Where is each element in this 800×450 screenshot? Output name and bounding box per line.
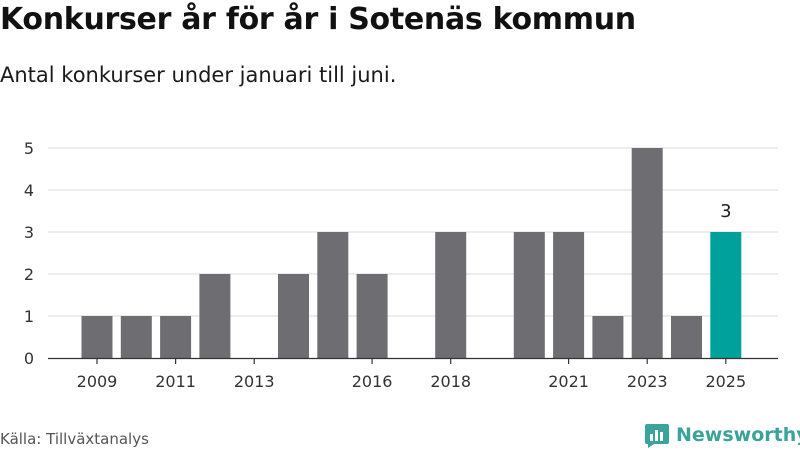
x-axis-ticks: 2009 2011 2013 2016 2018 2021 2023 2025 [77, 358, 746, 391]
data-label-2025: 3 [720, 201, 731, 222]
chart-title: Konkurser år för år i Sotenäs kommun [0, 2, 636, 37]
bar-2014 [278, 274, 309, 358]
x-tick-label: 2018 [430, 372, 471, 391]
gridlines [48, 147, 778, 317]
bar-2009 [81, 316, 113, 358]
y-tick-label: 4 [24, 181, 34, 200]
x-tick-label: 2013 [234, 372, 275, 391]
newsworthy-logo-icon [645, 424, 669, 448]
y-tick-label: 0 [24, 349, 34, 368]
brand-name: Newsworthy [676, 424, 800, 446]
bar-2022 [592, 316, 624, 358]
x-tick-label: 2025 [705, 372, 746, 391]
bar-2010 [120, 316, 152, 358]
bar-2016 [356, 274, 388, 358]
x-tick-label: 2023 [627, 372, 668, 391]
bar-2020 [513, 232, 545, 358]
source-note: Källa: Tillväxtanalys [0, 430, 149, 448]
bar-2011 [160, 316, 192, 358]
x-tick-label: 2016 [352, 372, 393, 391]
bar-2024 [671, 316, 702, 358]
x-tick-label: 2011 [155, 372, 196, 391]
data-labels: 3 [720, 201, 731, 222]
bar-2012 [199, 274, 231, 358]
x-tick-label: 2009 [77, 372, 118, 391]
bar-2021 [553, 232, 585, 358]
y-tick-label: 2 [24, 265, 34, 284]
bar-2023 [631, 148, 663, 358]
bar-2015 [317, 232, 349, 358]
bar-2025 [710, 232, 742, 358]
y-axis-ticks: 0 1 2 3 4 5 [24, 139, 34, 368]
y-tick-label: 5 [24, 139, 34, 158]
bar-2018 [435, 232, 467, 358]
y-tick-label: 3 [24, 223, 34, 242]
x-tick-label: 2021 [548, 372, 589, 391]
brand-logo: Newsworthy [644, 421, 800, 449]
bars [81, 148, 742, 358]
y-tick-label: 1 [24, 307, 34, 326]
chart-subtitle: Antal konkurser under januari till juni. [0, 63, 397, 87]
